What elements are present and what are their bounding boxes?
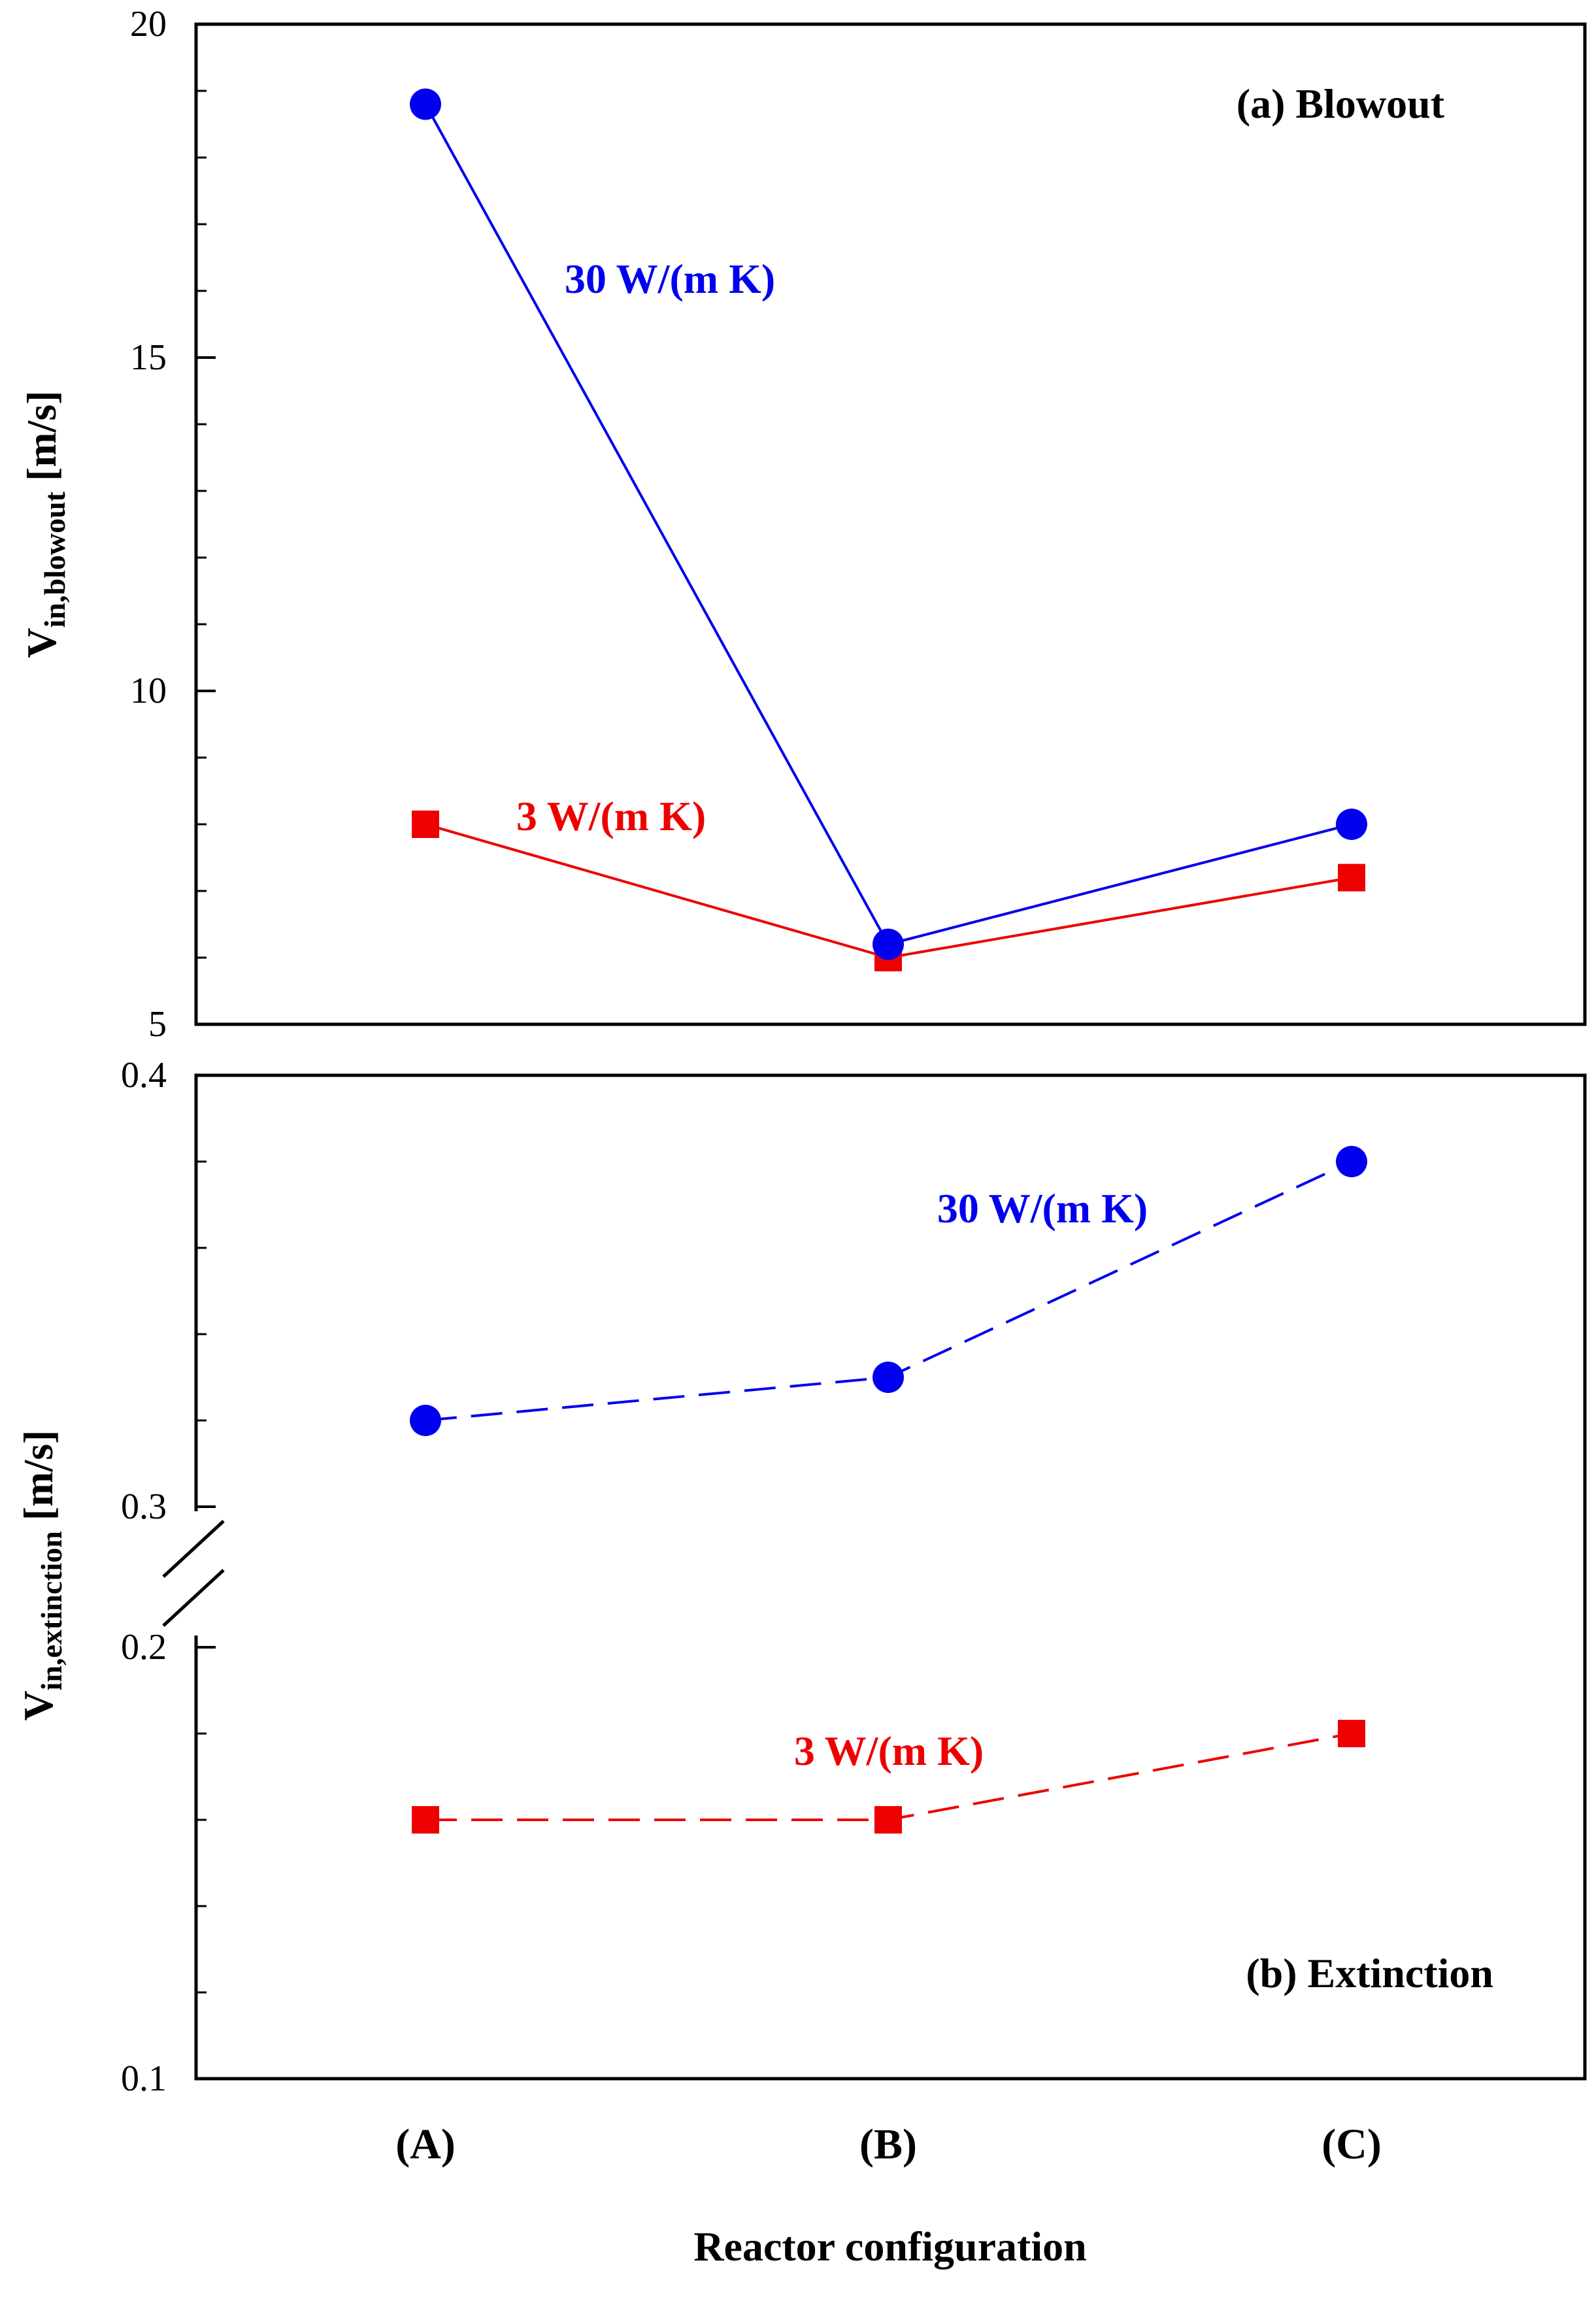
y-tick-marks-blowout bbox=[196, 23, 216, 1026]
data-point-square bbox=[412, 1806, 439, 1834]
panel-label-extinction: (b) Extinction bbox=[1246, 1950, 1493, 1996]
y-ticks-extinction: 0.1 0.2 0.3 0.4 bbox=[121, 1055, 167, 2099]
data-point-circle bbox=[1336, 809, 1367, 840]
series-group-extinction bbox=[410, 1146, 1367, 1834]
y-tick-label: 10 bbox=[130, 671, 167, 711]
y-tick-label: 5 bbox=[148, 1004, 167, 1045]
plot-frame-blowout bbox=[194, 22, 1587, 1026]
axis-break-mark-lower bbox=[162, 1569, 225, 1627]
axis-break-mark-upper bbox=[162, 1520, 225, 1578]
y-tick-label: 0.2 bbox=[121, 1627, 167, 1668]
data-point-circle bbox=[1336, 1146, 1367, 1177]
data-point-square bbox=[412, 811, 439, 838]
y-tick-label: 20 bbox=[130, 4, 167, 44]
x-category-label: (C) bbox=[1322, 2121, 1382, 2168]
axis-break-gap bbox=[190, 1511, 203, 1635]
series-group-blowout bbox=[410, 88, 1367, 971]
panel-label-blowout: (a) Blowout bbox=[1237, 80, 1445, 127]
x-category-label: (A) bbox=[395, 2121, 456, 2168]
series-label-3-extinction: 3 W/(m K) bbox=[794, 1728, 984, 1774]
y-axis-title-blowout: Vin,blowout [m/s] bbox=[18, 390, 71, 658]
series-label-3-blowout: 3 W/(m K) bbox=[516, 793, 706, 839]
y-tick-label: 0.4 bbox=[121, 1055, 167, 1096]
y-tick-label: 0.3 bbox=[121, 1486, 167, 1527]
svg-text:Vin,extinction [m/s]: Vin,extinction [m/s] bbox=[15, 1430, 68, 1721]
data-point-circle bbox=[410, 1405, 441, 1436]
y-tick-label: 0.1 bbox=[121, 2058, 167, 2099]
x-category-label: (B) bbox=[859, 2121, 917, 2168]
data-point-square bbox=[1338, 863, 1365, 892]
y-ticks-blowout: 5 10 15 20 bbox=[130, 4, 167, 1045]
series-label-30-extinction: 30 W/(m K) bbox=[937, 1185, 1148, 1232]
series-label-30-blowout: 30 W/(m K) bbox=[565, 256, 775, 302]
svg-text:Vin,blowout [m/s]: Vin,blowout [m/s] bbox=[18, 390, 71, 658]
data-point-circle bbox=[873, 1362, 904, 1393]
x-category-labels: (A) (B) (C) bbox=[395, 2121, 1382, 2168]
data-point-square bbox=[1338, 1720, 1365, 1747]
data-point-circle bbox=[873, 928, 904, 960]
y-tick-label: 15 bbox=[130, 337, 167, 378]
panel-blowout: 5 10 15 20 (a) Blowout Vin,blowout [m/s] 30… bbox=[18, 4, 1587, 1045]
data-point-circle bbox=[410, 88, 441, 120]
x-axis-title: Reactor configuration bbox=[693, 2223, 1086, 2270]
y-axis-title-extinction: Vin,extinction [m/s] bbox=[15, 1430, 68, 1721]
data-point-square bbox=[874, 1806, 902, 1834]
y-tick-marks-extinction bbox=[196, 1074, 216, 2080]
panel-extinction: 0.1 0.2 0.3 0.4 (b) Extinction Vin,extincti… bbox=[15, 1055, 1587, 2099]
